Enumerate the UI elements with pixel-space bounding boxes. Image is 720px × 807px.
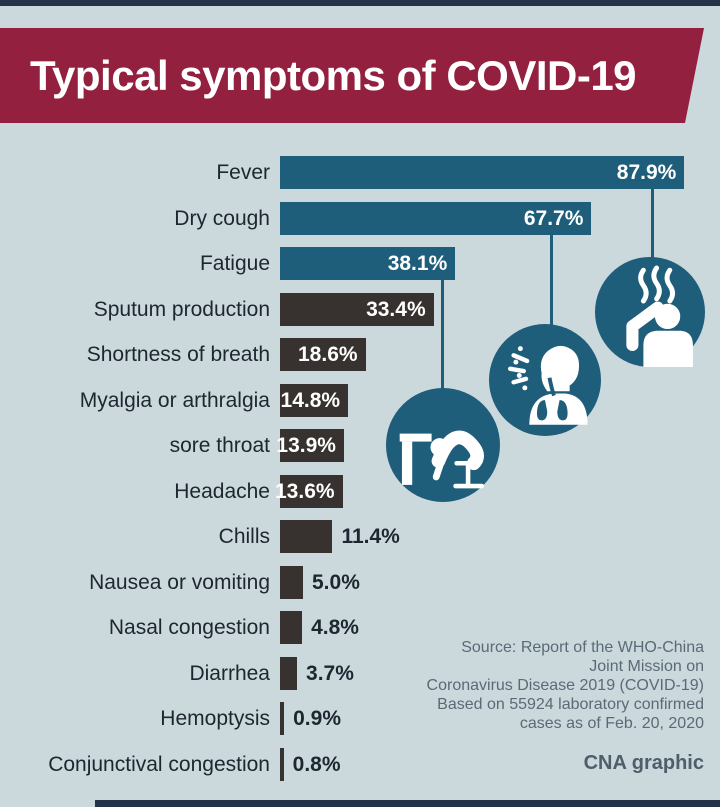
category-label: Nasal congestion [108,616,270,640]
bar-chills [280,520,333,554]
category-label: Dry cough [174,206,270,230]
category-label: Myalgia or arthralgia [79,388,270,412]
value-label: 4.8% [311,616,359,640]
bar-conjunctival-congestion [280,747,284,781]
chart-row: Shortness of breath 18.6% [0,332,720,378]
source-line: Based on 55924 laboratory confirmed [437,696,704,713]
chart-row: sore throat 13.9% [0,423,720,469]
bar-myalgia-or-arthralgia: 14.8% [280,383,349,417]
chart-row: Fever 87.9% [0,150,720,196]
bar-diarrhea [280,656,298,690]
fever-connector-line [651,186,654,260]
value-label: 13.6% [275,479,335,503]
chart-row: Hemoptysis 0.9% [0,696,720,742]
category-label: Shortness of breath [86,343,270,367]
value-label: 38.1% [387,252,448,276]
fatigue-connector-line [441,276,444,391]
cough-person-icon [489,324,601,436]
category-label: sore throat [169,434,270,458]
value-label: 13.9% [276,434,336,458]
value-label: 3.7% [306,661,354,685]
value-label: 87.9% [616,161,677,185]
credit-label: CNA graphic [583,752,704,774]
value-label: 33.4% [366,297,426,321]
bar-hemoptysis [280,702,285,736]
bar-nasal-congestion [280,611,303,645]
fever-person-icon [595,257,705,367]
chart-row: Diarrhea 3.7% [0,651,720,697]
chart-row: Sputum production 33.4% [0,287,720,333]
bar-sputum-production: 33.4% [280,292,434,326]
title-banner: Typical symptoms of COVID-19 [0,28,704,123]
bar-shortness-of-breath: 18.6% [280,338,366,372]
category-label: Chills [218,525,270,549]
bar-dry-cough: 67.7% [280,201,592,235]
source-line: Coronavirus Disease 2019 (COVID-19) [426,677,704,694]
value-label: 18.6% [298,343,358,367]
bar-fever: 87.9% [280,156,685,190]
value-label: 67.7% [523,206,584,230]
bar-fatigue: 38.1% [280,247,456,281]
source-line: Source: Report of the WHO-China [461,639,704,656]
fatigue-person-icon [386,388,500,502]
chart-row: Dry cough 67.7% [0,196,720,242]
top-border-strip [0,0,720,6]
value-label: 5.0% [312,570,360,594]
bar-chart: Fever 87.9% Dry cough 67.7% Fatigue 38.1% Sput… [0,150,720,787]
value-label: 14.8% [280,388,341,412]
bar-nausea-or-vomiting [280,565,303,599]
chart-row: Headache 13.6% [0,469,720,515]
page-title: Typical symptoms of COVID-19 [30,51,637,99]
chart-row: Conjunctival congestion 0.8% [0,742,720,788]
chart-row: Nasal congestion 4.8% [0,605,720,651]
chart-row: Fatigue 38.1% [0,241,720,287]
category-label: Fatigue [199,252,270,276]
category-label: Conjunctival congestion [48,752,270,776]
category-label: Headache [174,479,270,503]
category-label: Sputum production [93,297,270,321]
category-label: Diarrhea [189,661,270,685]
value-label: 11.4% [341,525,400,549]
category-label: Hemoptysis [160,707,270,731]
category-label: Fever [216,161,270,185]
chart-row: Myalgia or arthralgia 14.8% [0,378,720,424]
bar-headache: 13.6% [275,474,343,508]
cough-connector-line [550,231,553,327]
source-line: cases as of Feb. 20, 2020 [519,715,704,732]
source-line: Joint Mission on [589,658,704,675]
chart-row: Nausea or vomiting 5.0% [0,560,720,606]
chart-row: Chills 11.4% [0,514,720,560]
category-label: Nausea or vomiting [89,570,270,594]
bar-sore-throat: 13.9% [276,429,344,463]
bottom-border-strip [95,800,720,807]
value-label: 0.9% [293,707,341,731]
source-note: Source: Report of the WHO-China Joint Mi… [427,638,704,733]
value-label: 0.8% [292,752,341,776]
